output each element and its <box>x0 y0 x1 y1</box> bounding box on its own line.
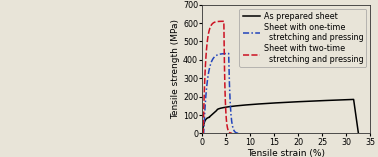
X-axis label: Tensile strain (%): Tensile strain (%) <box>247 149 325 157</box>
Legend: As prepared sheet, Sheet with one-time
  stretching and pressing, Sheet with two: As prepared sheet, Sheet with one-time s… <box>239 9 366 67</box>
Y-axis label: Tensile strength (MPa): Tensile strength (MPa) <box>171 19 180 119</box>
